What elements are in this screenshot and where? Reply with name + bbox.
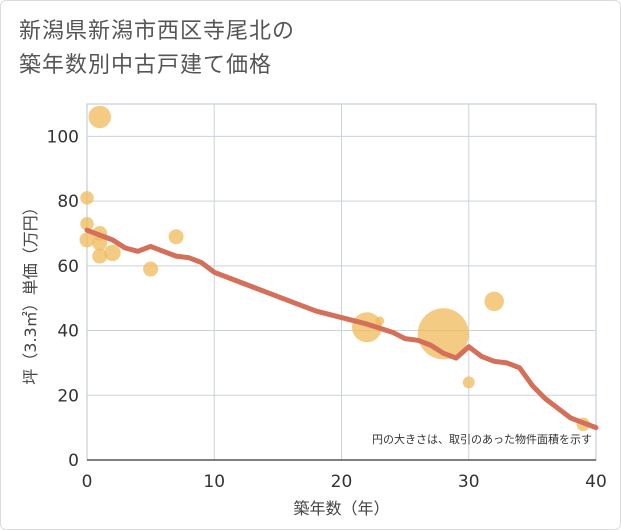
y-tick-label: 80 bbox=[57, 192, 79, 212]
y-tick-label: 60 bbox=[57, 257, 79, 277]
bubble-point bbox=[92, 235, 108, 251]
bubble-point bbox=[168, 229, 184, 245]
bubble-point bbox=[88, 105, 111, 129]
bubble-point bbox=[462, 376, 475, 389]
average-line-series bbox=[84, 227, 599, 431]
bubble-point bbox=[104, 244, 121, 262]
bubble-point bbox=[143, 261, 159, 277]
grid-lines bbox=[87, 104, 596, 461]
bubble-point bbox=[80, 216, 94, 231]
bubble-point bbox=[375, 316, 385, 326]
x-tick-label: 20 bbox=[331, 472, 353, 492]
chart-title-line1: 新潟県新潟市西区寺尾北の bbox=[19, 19, 296, 44]
x-tick-label: 10 bbox=[203, 472, 225, 492]
y-tick-label: 40 bbox=[57, 322, 79, 342]
y-tick-label: 100 bbox=[47, 127, 79, 147]
y-axis-title: 坪（3.3㎡）単価（万円） bbox=[21, 199, 40, 384]
bubble-point bbox=[79, 232, 95, 248]
y-axis-ticks: 0 20 40 60 80 100 bbox=[47, 127, 79, 471]
x-axis-title: 築年数（年） bbox=[293, 499, 389, 518]
y-tick-label: 20 bbox=[57, 386, 79, 406]
x-axis-ticks: 0 10 20 30 40 bbox=[82, 472, 607, 492]
chart-title-line2: 築年数別中古戸建て価格 bbox=[19, 53, 273, 78]
bubble-size-note: 円の大きさは、取引のあった物件面積を示す bbox=[372, 432, 592, 446]
x-tick-label: 0 bbox=[82, 472, 93, 492]
chart-title: 新潟県新潟市西区寺尾北の 築年数別中古戸建て価格 bbox=[19, 15, 295, 83]
bubble-point bbox=[80, 191, 94, 205]
bubble-point bbox=[92, 248, 108, 264]
average-price-line bbox=[84, 227, 599, 431]
x-tick-label: 40 bbox=[585, 472, 607, 492]
bubble-point bbox=[484, 291, 504, 312]
x-tick-label: 30 bbox=[458, 472, 480, 492]
y-tick-label: 0 bbox=[68, 451, 79, 471]
